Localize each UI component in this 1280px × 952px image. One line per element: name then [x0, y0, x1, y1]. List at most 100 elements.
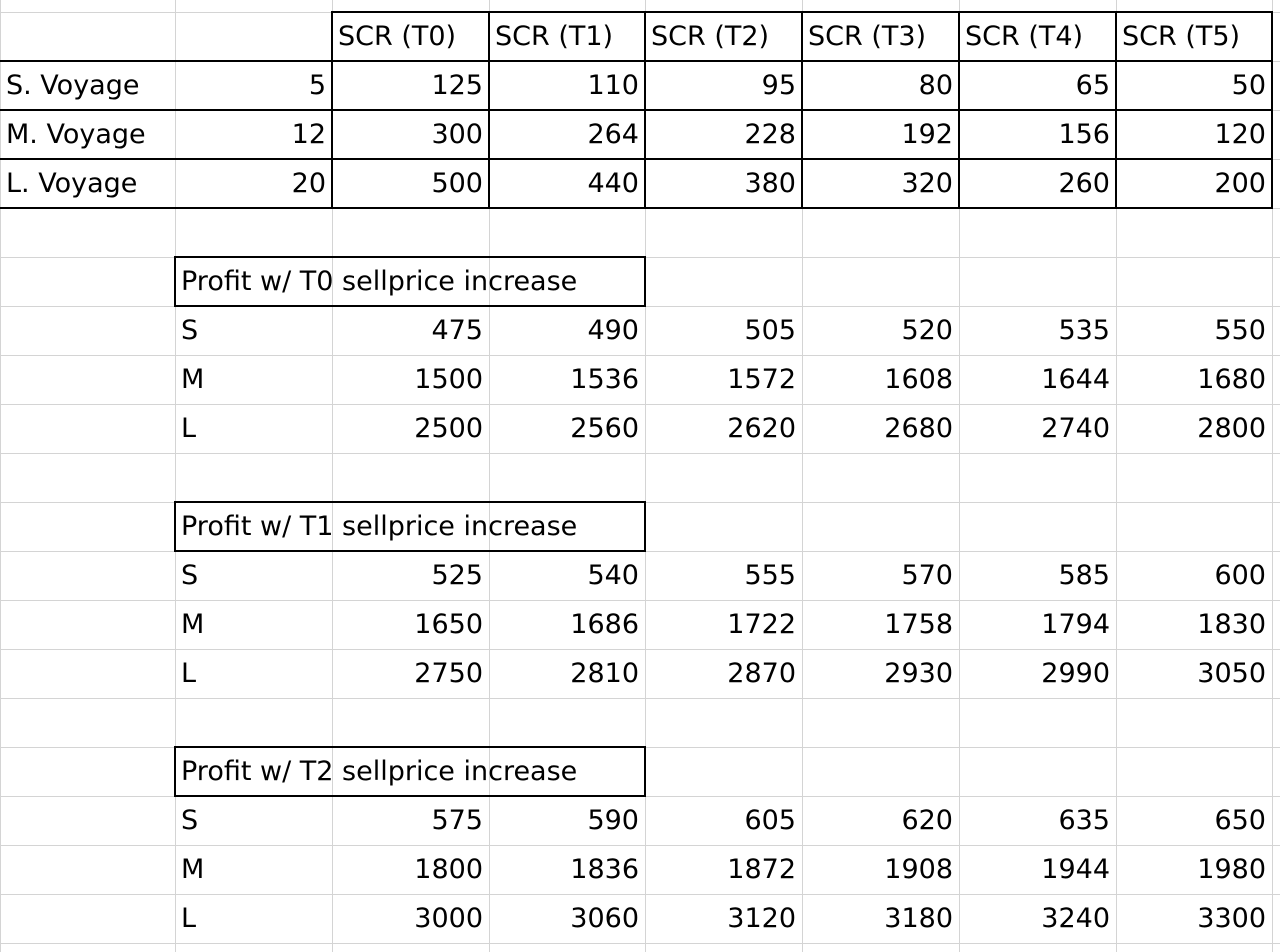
voyage-label-cell[interactable]: M. Voyage: [6, 119, 146, 150]
profit-row-label[interactable]: L: [181, 413, 197, 444]
profit-value-cell[interactable]: 1836: [570, 854, 639, 885]
voyage-value-cell[interactable]: 380: [744, 168, 796, 199]
profit-value-cell[interactable]: 2800: [1197, 413, 1266, 444]
profit-value-cell[interactable]: 1980: [1197, 854, 1266, 885]
voyage-label-cell[interactable]: S. Voyage: [6, 70, 140, 101]
voyage-value-cell[interactable]: 65: [1075, 70, 1110, 101]
profit-value-cell[interactable]: 2500: [414, 413, 483, 444]
profit-value-cell[interactable]: 3300: [1197, 903, 1266, 934]
profit-value-cell[interactable]: 1500: [414, 364, 483, 395]
gridline-vertical: [332, 0, 333, 952]
profit-value-cell[interactable]: 1758: [884, 609, 953, 640]
voyage-value-cell[interactable]: 320: [901, 168, 953, 199]
voyage-value-cell[interactable]: 300: [431, 119, 483, 150]
profit-value-cell[interactable]: 1794: [1041, 609, 1110, 640]
voyage-value-cell[interactable]: 228: [744, 119, 796, 150]
profit-value-cell[interactable]: 540: [587, 560, 639, 591]
voyage-value-cell[interactable]: 500: [431, 168, 483, 199]
profit-value-cell[interactable]: 1722: [727, 609, 796, 640]
voyage-value-cell[interactable]: 80: [918, 70, 953, 101]
profit-value-cell[interactable]: 1680: [1197, 364, 1266, 395]
profit-value-cell[interactable]: 2990: [1041, 658, 1110, 689]
profit-value-cell[interactable]: 575: [431, 805, 483, 836]
profit-value-cell[interactable]: 2620: [727, 413, 796, 444]
voyage-count-cell[interactable]: 20: [291, 168, 326, 199]
profit-value-cell[interactable]: 2750: [414, 658, 483, 689]
profit-value-cell[interactable]: 520: [901, 315, 953, 346]
profit-value-cell[interactable]: 1800: [414, 854, 483, 885]
voyage-value-cell[interactable]: 110: [587, 70, 639, 101]
profit-row-label[interactable]: M: [181, 609, 205, 640]
profit-value-cell[interactable]: 1572: [727, 364, 796, 395]
profit-value-cell[interactable]: 555: [744, 560, 796, 591]
profit-value-cell[interactable]: 620: [901, 805, 953, 836]
voyage-count-cell[interactable]: 5: [308, 70, 326, 101]
profit-value-cell[interactable]: 475: [431, 315, 483, 346]
voyage-label-cell[interactable]: L. Voyage: [6, 168, 138, 199]
profit-value-cell[interactable]: 635: [1058, 805, 1110, 836]
voyage-value-cell[interactable]: 50: [1231, 70, 1266, 101]
profit-table-title[interactable]: Profit w/ T2 sellprice increase: [181, 756, 578, 787]
header-cell[interactable]: SCR (T0): [338, 21, 457, 52]
profit-value-cell[interactable]: 3120: [727, 903, 796, 934]
profit-row-label[interactable]: L: [181, 903, 197, 934]
voyage-value-cell[interactable]: 125: [431, 70, 483, 101]
profit-value-cell[interactable]: 2870: [727, 658, 796, 689]
profit-value-cell[interactable]: 3060: [570, 903, 639, 934]
profit-value-cell[interactable]: 2810: [570, 658, 639, 689]
profit-value-cell[interactable]: 1644: [1041, 364, 1110, 395]
profit-value-cell[interactable]: 1686: [570, 609, 639, 640]
voyage-value-cell[interactable]: 120: [1214, 119, 1266, 150]
gridline-vertical: [0, 0, 1, 952]
profit-value-cell[interactable]: 2930: [884, 658, 953, 689]
header-cell[interactable]: SCR (T3): [808, 21, 927, 52]
header-cell[interactable]: SCR (T4): [965, 21, 1084, 52]
profit-row-label[interactable]: S: [181, 805, 199, 836]
header-cell[interactable]: SCR (T2): [651, 21, 770, 52]
profit-value-cell[interactable]: 2740: [1041, 413, 1110, 444]
profit-row-label[interactable]: L: [181, 658, 197, 689]
voyage-value-cell[interactable]: 156: [1058, 119, 1110, 150]
profit-value-cell[interactable]: 590: [587, 805, 639, 836]
voyage-value-cell[interactable]: 192: [901, 119, 953, 150]
profit-value-cell[interactable]: 570: [901, 560, 953, 591]
header-cell[interactable]: SCR (T1): [495, 21, 614, 52]
cell-border: [1115, 60, 1117, 209]
profit-value-cell[interactable]: 3240: [1041, 903, 1110, 934]
voyage-value-cell[interactable]: 260: [1058, 168, 1110, 199]
profit-value-cell[interactable]: 3000: [414, 903, 483, 934]
profit-value-cell[interactable]: 1830: [1197, 609, 1266, 640]
profit-value-cell[interactable]: 650: [1214, 805, 1266, 836]
voyage-count-cell[interactable]: 12: [291, 119, 326, 150]
voyage-value-cell[interactable]: 264: [587, 119, 639, 150]
profit-value-cell[interactable]: 3180: [884, 903, 953, 934]
profit-table-title[interactable]: Profit w/ T1 sellprice increase: [181, 511, 578, 542]
profit-row-label[interactable]: M: [181, 364, 205, 395]
profit-value-cell[interactable]: 1650: [414, 609, 483, 640]
profit-value-cell[interactable]: 2680: [884, 413, 953, 444]
profit-value-cell[interactable]: 525: [431, 560, 483, 591]
profit-value-cell[interactable]: 550: [1214, 315, 1266, 346]
profit-table-title[interactable]: Profit w/ T0 sellprice increase: [181, 266, 578, 297]
profit-value-cell[interactable]: 1608: [884, 364, 953, 395]
profit-row-label[interactable]: M: [181, 854, 205, 885]
voyage-value-cell[interactable]: 200: [1214, 168, 1266, 199]
voyage-value-cell[interactable]: 95: [761, 70, 796, 101]
profit-value-cell[interactable]: 490: [587, 315, 639, 346]
profit-value-cell[interactable]: 535: [1058, 315, 1110, 346]
profit-value-cell[interactable]: 3050: [1197, 658, 1266, 689]
header-cell[interactable]: SCR (T5): [1122, 21, 1241, 52]
profit-value-cell[interactable]: 1536: [570, 364, 639, 395]
profit-value-cell[interactable]: 605: [744, 805, 796, 836]
profit-value-cell[interactable]: 1944: [1041, 854, 1110, 885]
profit-value-cell[interactable]: 585: [1058, 560, 1110, 591]
profit-row-label[interactable]: S: [181, 560, 199, 591]
profit-value-cell[interactable]: 505: [744, 315, 796, 346]
profit-value-cell[interactable]: 600: [1214, 560, 1266, 591]
profit-value-cell[interactable]: 2560: [570, 413, 639, 444]
profit-value-cell[interactable]: 1872: [727, 854, 796, 885]
voyage-value-cell[interactable]: 440: [587, 168, 639, 199]
profit-row-label[interactable]: S: [181, 315, 199, 346]
profit-value-cell[interactable]: 1908: [884, 854, 953, 885]
